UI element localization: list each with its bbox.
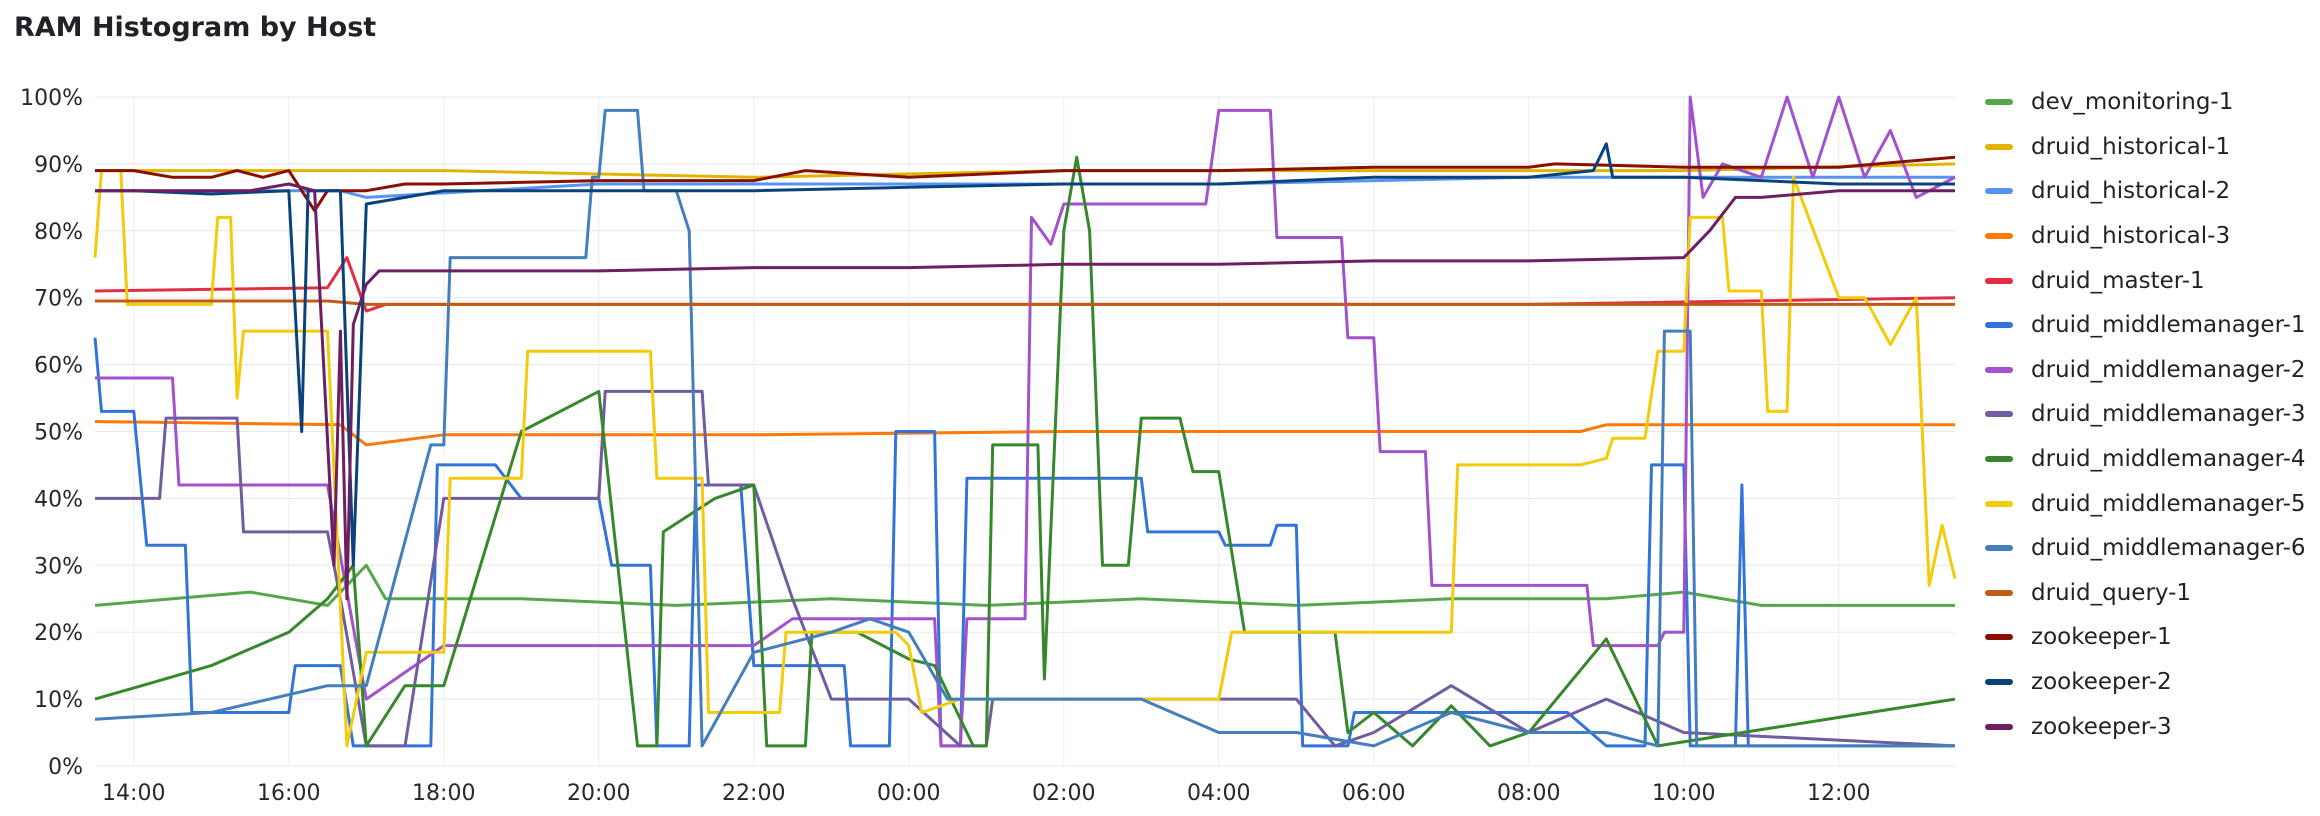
x-tick-label: 04:00	[1187, 781, 1250, 806]
legend-swatch	[1985, 679, 2013, 686]
axes: 0% 10% 20% 30% 40% 50% 60% 70% 80% 90% 100% 14:00 16…	[20, 86, 1870, 806]
legend-label: druid_middlemanager-3	[2031, 401, 2306, 428]
y-tick-label: 100%	[20, 86, 83, 111]
x-tick-label: 02:00	[1032, 781, 1095, 806]
y-tick-label: 80%	[34, 220, 83, 245]
legend-swatch	[1985, 589, 2013, 596]
legend-swatch	[1985, 366, 2013, 373]
series-line-dev-monitoring-1[interactable]	[94, 563, 1955, 607]
legend-item-druid-middlemanager-6[interactable]: druid_middlemanager-6	[1985, 526, 2315, 571]
series-line-druid-middlemanager-1[interactable]	[93, 337, 1955, 748]
y-tick-label: 0%	[48, 755, 83, 780]
legend-item-druid-historical-3[interactable]: druid_historical-3	[1985, 214, 2315, 259]
y-tick-label: 90%	[34, 153, 83, 178]
legend-item-zookeeper-3[interactable]: zookeeper-3	[1985, 704, 2315, 749]
legend-label: druid_master-1	[2031, 267, 2205, 294]
legend-item-druid-middlemanager-2[interactable]: druid_middlemanager-2	[1985, 348, 2315, 393]
legend-label: druid_middlemanager-6	[2031, 535, 2306, 562]
legend-item-zookeeper-1[interactable]: zookeeper-1	[1985, 615, 2315, 660]
x-tick-label: 08:00	[1497, 781, 1560, 806]
legend-item-druid-query-1[interactable]: druid_query-1	[1985, 571, 2315, 616]
legend-item-zookeeper-2[interactable]: zookeeper-2	[1985, 660, 2315, 705]
y-tick-label: 50%	[34, 421, 83, 446]
x-tick-label: 20:00	[567, 781, 630, 806]
legend-label: zookeeper-1	[2031, 624, 2172, 651]
legend-label: druid_query-1	[2031, 579, 2192, 606]
y-tick-label: 10%	[34, 688, 83, 713]
legend-swatch	[1985, 188, 2013, 195]
y-tick-label: 40%	[34, 487, 83, 512]
y-tick-label: 30%	[34, 554, 83, 579]
legend-swatch	[1985, 143, 2013, 150]
legend-item-druid-historical-1[interactable]: druid_historical-1	[1985, 125, 2315, 170]
legend-label: zookeeper-3	[2031, 713, 2172, 740]
series-line-zookeeper-2[interactable]	[95, 142, 1955, 567]
legend-item-druid-middlemanager-5[interactable]: druid_middlemanager-5	[1985, 481, 2315, 526]
panel-title: RAM Histogram by Host	[14, 12, 377, 43]
grid	[95, 96, 1955, 767]
series-lines	[93, 95, 1957, 748]
series-line-druid-historical-1[interactable]	[95, 162, 1956, 179]
legend-swatch	[1985, 545, 2013, 552]
legend-label: druid_historical-1	[2031, 133, 2231, 160]
series-line-zookeeper-1[interactable]	[95, 155, 1956, 213]
legend-swatch	[1985, 99, 2013, 106]
x-tick-label: 00:00	[877, 781, 940, 806]
x-tick-label: 22:00	[722, 781, 785, 806]
legend-item-druid-middlemanager-4[interactable]: druid_middlemanager-4	[1985, 437, 2315, 482]
series-line-druid-middlemanager-6[interactable]	[94, 108, 1955, 748]
legend-label: druid_middlemanager-4	[2031, 446, 2306, 473]
series-line-druid-historical-2[interactable]	[95, 175, 1955, 199]
legend-swatch	[1985, 456, 2013, 463]
x-tick-label: 10:00	[1652, 781, 1715, 806]
series-line-zookeeper-3[interactable]	[95, 182, 1955, 601]
line-chart: 0% 10% 20% 30% 40% 50% 60% 70% 80% 90% 100% 14:00 16…	[20, 86, 1957, 806]
y-tick-label: 70%	[34, 287, 83, 312]
legend-swatch	[1985, 277, 2013, 284]
legend-swatch	[1985, 500, 2013, 507]
x-tick-label: 16:00	[257, 781, 320, 806]
legend-item-dev-monitoring-1[interactable]: dev_monitoring-1	[1985, 80, 2315, 125]
legend-label: druid_middlemanager-1	[2031, 312, 2306, 339]
legend-label: zookeeper-2	[2031, 669, 2172, 696]
legend-label: druid_historical-2	[2031, 178, 2231, 205]
y-tick-label: 60%	[34, 354, 83, 379]
x-tick-label: 12:00	[1807, 781, 1870, 806]
legend-item-druid-historical-2[interactable]: druid_historical-2	[1985, 169, 2315, 214]
y-tick-label: 20%	[34, 621, 83, 646]
series-line-druid-historical-3[interactable]	[94, 420, 1955, 447]
x-tick-label: 14:00	[102, 781, 165, 806]
series-line-druid-middlemanager-2[interactable]	[95, 95, 1956, 748]
x-tick-label: 18:00	[412, 781, 475, 806]
series-line-druid-query-1[interactable]	[95, 299, 1955, 306]
legend-swatch	[1985, 322, 2013, 329]
legend-label: dev_monitoring-1	[2031, 89, 2234, 116]
legend-swatch	[1985, 723, 2013, 730]
legend-item-druid-middlemanager-3[interactable]: druid_middlemanager-3	[1985, 392, 2315, 437]
legend-label: druid_historical-3	[2031, 223, 2231, 250]
series-line-druid-middlemanager-4[interactable]	[94, 155, 1956, 748]
legend-swatch	[1985, 634, 2013, 641]
legend-label: druid_middlemanager-2	[2031, 356, 2306, 383]
legend-swatch	[1985, 233, 2013, 240]
x-tick-label: 06:00	[1342, 781, 1405, 806]
legend-label: druid_middlemanager-5	[2031, 490, 2306, 517]
legend-item-druid-master-1[interactable]: druid_master-1	[1985, 258, 2315, 303]
legend-item-druid-middlemanager-1[interactable]: druid_middlemanager-1	[1985, 303, 2315, 348]
legend: dev_monitoring-1 druid_historical-1 druid_…	[1985, 80, 2315, 749]
legend-swatch	[1985, 411, 2013, 418]
